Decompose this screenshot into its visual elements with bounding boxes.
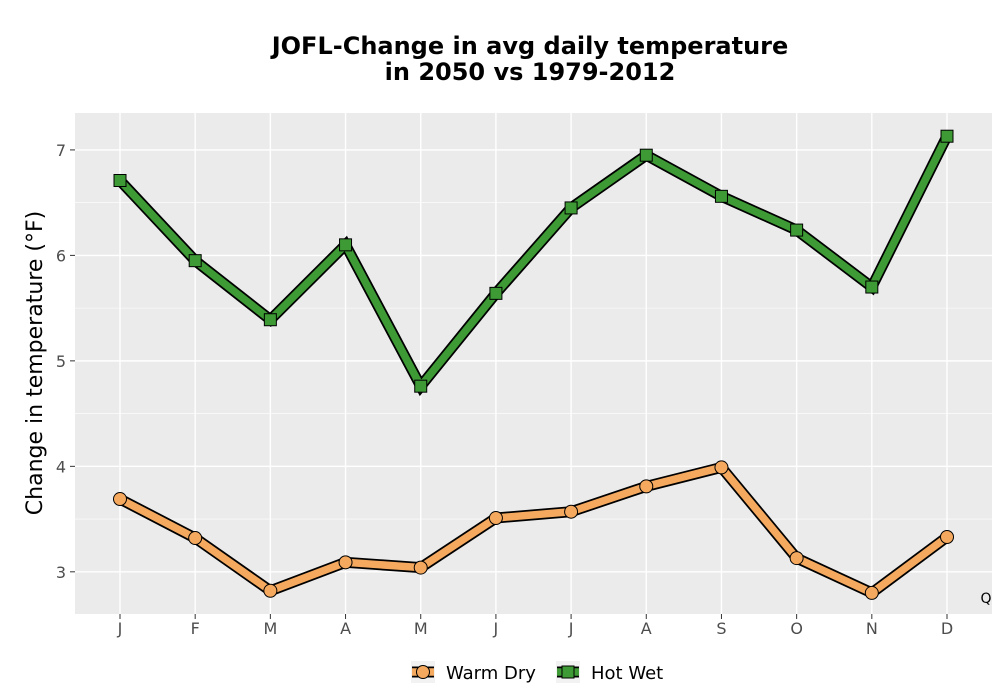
x-tick-label: F xyxy=(191,619,200,638)
warm-dry-point xyxy=(113,492,127,507)
warm-dry-point xyxy=(714,460,729,475)
warm-dry-point xyxy=(263,583,278,598)
hot-wet-point xyxy=(339,238,353,252)
warm-dry-point xyxy=(789,551,804,566)
y-axis-label: Change in temperature (°F) xyxy=(23,211,48,515)
axis-layer: 3 4 5 6 7 J F M A M J J A S O N D xyxy=(56,141,953,638)
x-tick-label: J xyxy=(117,619,123,638)
hot-wet-legend-label: Hot Wet xyxy=(591,663,663,684)
x-tick-label: N xyxy=(866,619,878,638)
x-tick-label: S xyxy=(716,619,726,638)
warm-dry-point xyxy=(864,585,879,600)
x-tick-label: M xyxy=(414,619,428,638)
hot-wet-point xyxy=(790,223,804,237)
warm-dry-legend-label: Warm Dry xyxy=(446,663,536,684)
hot-wet-series xyxy=(113,129,954,397)
hot-wet-point xyxy=(489,286,503,300)
hot-wet-point xyxy=(639,148,653,162)
series-layer xyxy=(113,129,954,600)
x-tick-label: J xyxy=(493,619,499,638)
chart-title-line-1: JOFL-Change in avg daily temperature xyxy=(270,32,789,60)
warm-dry-point xyxy=(338,555,353,570)
warm-dry-point xyxy=(413,560,428,575)
hot-wet-point xyxy=(263,313,277,327)
y-tick-label: 6 xyxy=(56,246,66,265)
x-tick-label: A xyxy=(340,619,351,638)
hot-wet-point xyxy=(940,129,954,143)
x-tick-label: O xyxy=(790,619,803,638)
grid-lines xyxy=(75,113,992,614)
y-tick-label: 3 xyxy=(56,563,66,582)
hot-wet-legend-marker xyxy=(561,665,575,679)
warm-dry-legend-marker xyxy=(416,665,430,679)
chart-title-line-2: in 2050 vs 1979-2012 xyxy=(385,58,676,86)
legend: Warm Dry Hot Wet xyxy=(411,661,663,684)
hot-wet-point xyxy=(564,201,578,215)
hot-wet-line xyxy=(117,134,951,393)
y-tick-label: 4 xyxy=(56,457,66,476)
corner-note: Q xyxy=(980,591,991,607)
plot-panel xyxy=(75,113,992,614)
warm-dry-line xyxy=(118,463,950,598)
warm-dry-point xyxy=(188,531,203,546)
warm-dry-point xyxy=(564,504,579,519)
x-tick-label: D xyxy=(941,619,953,638)
y-tick-label: 5 xyxy=(56,352,66,371)
warm-dry-series xyxy=(113,460,954,600)
hot-wet-point xyxy=(188,254,202,268)
hot-wet-point xyxy=(865,280,879,294)
x-tick-label: A xyxy=(641,619,652,638)
warm-dry-point xyxy=(940,530,954,545)
y-tick-label: 7 xyxy=(56,141,66,160)
hot-wet-point xyxy=(414,379,428,393)
warm-dry-point xyxy=(639,479,654,494)
x-tick-label: J xyxy=(568,619,574,638)
hot-wet-point xyxy=(113,174,127,188)
x-tick-label: M xyxy=(263,619,277,638)
warm-dry-point xyxy=(488,511,503,526)
hot-wet-point xyxy=(714,189,728,203)
